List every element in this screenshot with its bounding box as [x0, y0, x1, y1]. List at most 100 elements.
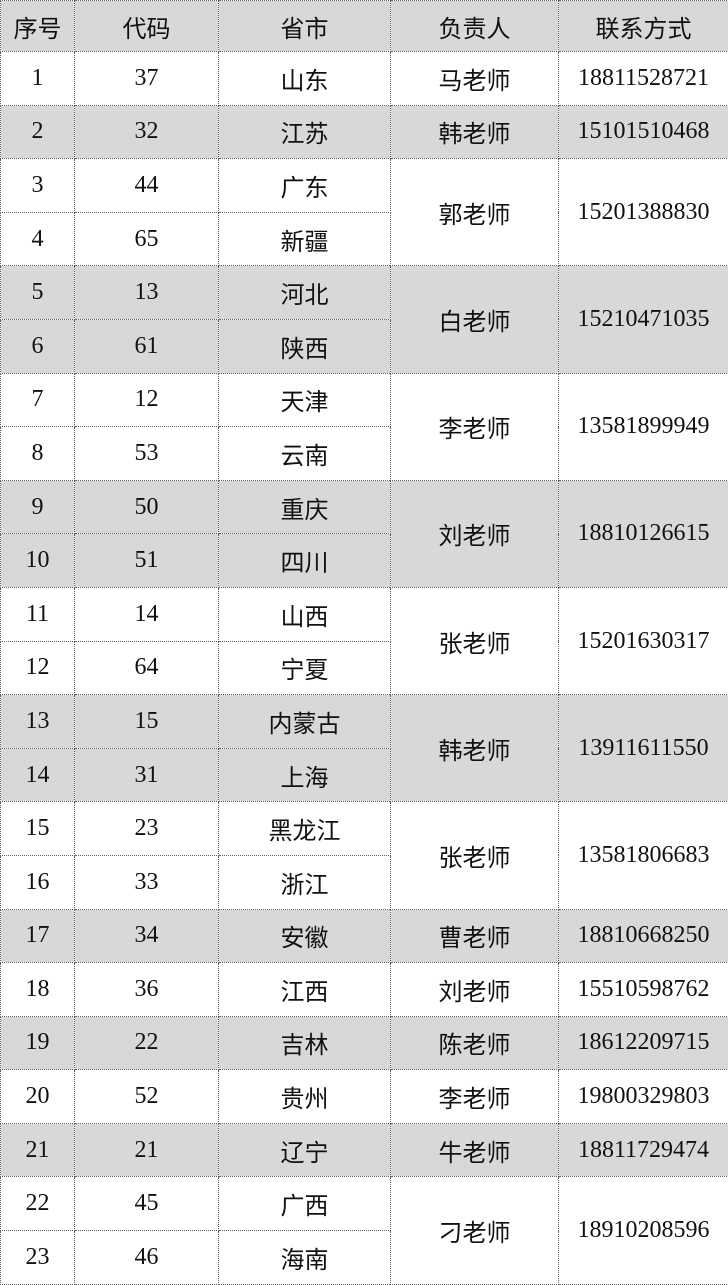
phone-cell: 18810126615: [558, 479, 728, 588]
table-row: 11 14 山西 张老师 15201630317: [0, 586, 728, 696]
province-cell: 山东: [218, 51, 391, 106]
serial-cell: 16: [0, 854, 75, 910]
phone-cell: 13581806683: [558, 801, 728, 910]
table-row: 7 12 天津 李老师 13581899949: [0, 372, 728, 481]
serial-cell: 20: [0, 1069, 75, 1124]
province-cell: 天津: [218, 372, 391, 428]
table-row: 16 33 浙江: [0, 854, 728, 910]
serial-cell: 8: [0, 426, 75, 481]
manager-cell: 韩老师: [390, 694, 559, 803]
code-cell: 50: [74, 479, 219, 535]
manager-cell: 郭老师: [390, 158, 559, 267]
serial-cell: 14: [0, 747, 75, 803]
header-cell-code: 代码: [74, 0, 219, 52]
province-cell: 黑龙江: [218, 801, 391, 856]
table-row: 3 44 广东 郭老师 15201388830: [0, 158, 728, 267]
table-row: 12 64 宁夏: [0, 640, 728, 696]
code-cell: 51: [74, 533, 219, 588]
table-body: 1 37 山东 马老师 18811528721 2 32 江苏 韩老师 15101510468 3 4…: [0, 51, 728, 1285]
province-cell: 陕西: [218, 318, 391, 374]
code-cell: 12: [74, 372, 219, 428]
province-cell: 四川: [218, 533, 391, 588]
table-row: 17 34 安徽 曹老师 18810668250: [0, 908, 728, 964]
manager-cell: 李老师: [390, 372, 559, 481]
province-cell: 山西: [218, 586, 391, 642]
code-cell: 23: [74, 801, 219, 856]
code-cell: 15: [74, 694, 219, 749]
province-cell: 上海: [218, 747, 391, 803]
province-cell: 江西: [218, 962, 391, 1017]
serial-cell: 2: [0, 104, 75, 160]
code-cell: 31: [74, 747, 219, 803]
table-row: 14 31 上海: [0, 747, 728, 803]
province-cell: 重庆: [218, 479, 391, 535]
table-row: 8 53 云南: [0, 426, 728, 481]
serial-cell: 9: [0, 479, 75, 535]
phone-cell: 19800329803: [558, 1069, 728, 1124]
manager-cell: 韩老师: [390, 104, 559, 160]
phone-cell: 13581899949: [558, 372, 728, 481]
table-row: 23 46 海南: [0, 1230, 728, 1285]
code-cell: 61: [74, 318, 219, 374]
phone-cell: 15201388830: [558, 158, 728, 267]
phone-cell: 18810668250: [558, 908, 728, 964]
table-row: 5 13 河北 白老师 15210471035: [0, 265, 728, 374]
serial-cell: 13: [0, 694, 75, 749]
phone-cell: 18811528721: [558, 51, 728, 106]
province-cell: 辽宁: [218, 1122, 391, 1178]
serial-cell: 12: [0, 640, 75, 696]
serial-cell: 11: [0, 586, 75, 642]
manager-cell: 刁老师: [390, 1176, 559, 1285]
province-cell: 贵州: [218, 1069, 391, 1124]
manager-cell: 马老师: [390, 51, 559, 106]
table-row: 1 37 山东 马老师 18811528721: [0, 51, 728, 106]
serial-cell: 17: [0, 908, 75, 964]
phone-cell: 18612209715: [558, 1015, 728, 1071]
code-cell: 44: [74, 158, 219, 213]
header-cell-manager: 负责人: [390, 0, 559, 52]
serial-cell: 10: [0, 533, 75, 588]
serial-cell: 6: [0, 318, 75, 374]
province-cell: 广东: [218, 158, 391, 213]
serial-cell: 18: [0, 962, 75, 1017]
province-cell: 吉林: [218, 1015, 391, 1071]
code-cell: 13: [74, 265, 219, 320]
province-cell: 河北: [218, 265, 391, 320]
serial-cell: 5: [0, 265, 75, 320]
manager-cell: 刘老师: [390, 479, 559, 588]
table-row: 18 36 江西 刘老师 15510598762: [0, 962, 728, 1017]
manager-cell: 张老师: [390, 586, 559, 696]
manager-cell: 白老师: [390, 265, 559, 374]
code-cell: 32: [74, 104, 219, 160]
province-cell: 安徽: [218, 908, 391, 964]
code-cell: 65: [74, 211, 219, 267]
serial-cell: 3: [0, 158, 75, 213]
serial-cell: 23: [0, 1230, 75, 1285]
province-cell: 浙江: [218, 854, 391, 910]
serial-cell: 22: [0, 1176, 75, 1232]
code-cell: 53: [74, 426, 219, 481]
province-cell: 广西: [218, 1176, 391, 1232]
code-cell: 45: [74, 1176, 219, 1232]
code-cell: 52: [74, 1069, 219, 1124]
code-cell: 46: [74, 1230, 219, 1285]
code-cell: 14: [74, 586, 219, 642]
table-row: 4 65 新疆: [0, 211, 728, 267]
province-cell: 云南: [218, 426, 391, 481]
manager-cell: 李老师: [390, 1069, 559, 1124]
manager-cell: 刘老师: [390, 962, 559, 1017]
manager-cell: 曹老师: [390, 908, 559, 964]
code-cell: 64: [74, 640, 219, 696]
serial-cell: 21: [0, 1122, 75, 1178]
manager-cell: 张老师: [390, 801, 559, 910]
serial-cell: 4: [0, 211, 75, 267]
table-row: 2 32 江苏 韩老师 15101510468: [0, 104, 728, 160]
phone-cell: 15510598762: [558, 962, 728, 1017]
phone-cell: 15201630317: [558, 586, 728, 696]
header-cell-phone: 联系方式: [558, 0, 728, 52]
table-row: 13 15 内蒙古 韩老师 13911611550: [0, 694, 728, 803]
table-row: 19 22 吉林 陈老师 18612209715: [0, 1015, 728, 1071]
code-cell: 34: [74, 908, 219, 964]
manager-cell: 陈老师: [390, 1015, 559, 1071]
